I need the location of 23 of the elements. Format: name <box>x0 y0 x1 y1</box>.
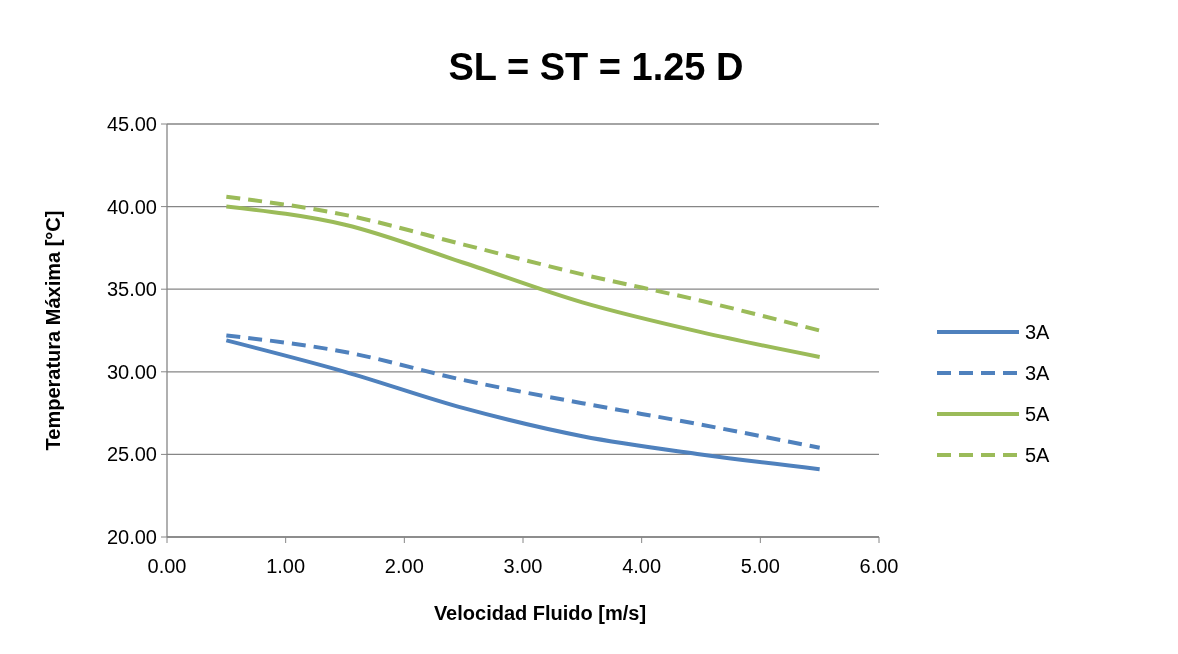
line-series <box>224 204 822 359</box>
line-series <box>224 338 822 472</box>
y-tick-label: 35.00 <box>106 278 157 301</box>
x-tick-label: 0.00 <box>147 555 187 577</box>
line-series <box>224 194 822 333</box>
y-tick-label: 30.00 <box>106 360 157 383</box>
x-tick-label: 3.00 <box>503 555 543 577</box>
y-tick-label: 20.00 <box>106 526 157 548</box>
x-axis-title: Velocidad Fluido [m/s] <box>433 602 647 624</box>
x-tick-label: 6.00 <box>859 555 899 577</box>
chart-title: SL = ST = 1.25 D <box>448 46 744 88</box>
x-tick-label: 1.00 <box>266 555 306 577</box>
y-tick-label: 25.00 <box>106 443 157 466</box>
legend-label: 3A <box>1025 362 1051 384</box>
y-tick-label: 45.00 <box>106 113 157 135</box>
legend-label: 3A <box>1025 321 1051 343</box>
x-tick-label: 2.00 <box>384 555 424 577</box>
legend-label: 5A <box>1025 403 1051 425</box>
y-tick-label: 40.00 <box>106 195 157 218</box>
x-tick-label: 5.00 <box>740 555 780 577</box>
x-tick-label: 4.00 <box>622 555 662 577</box>
legend-label: 5A <box>1025 444 1051 466</box>
y-axis-title: Temperatura Máxima [°C] <box>42 210 64 451</box>
